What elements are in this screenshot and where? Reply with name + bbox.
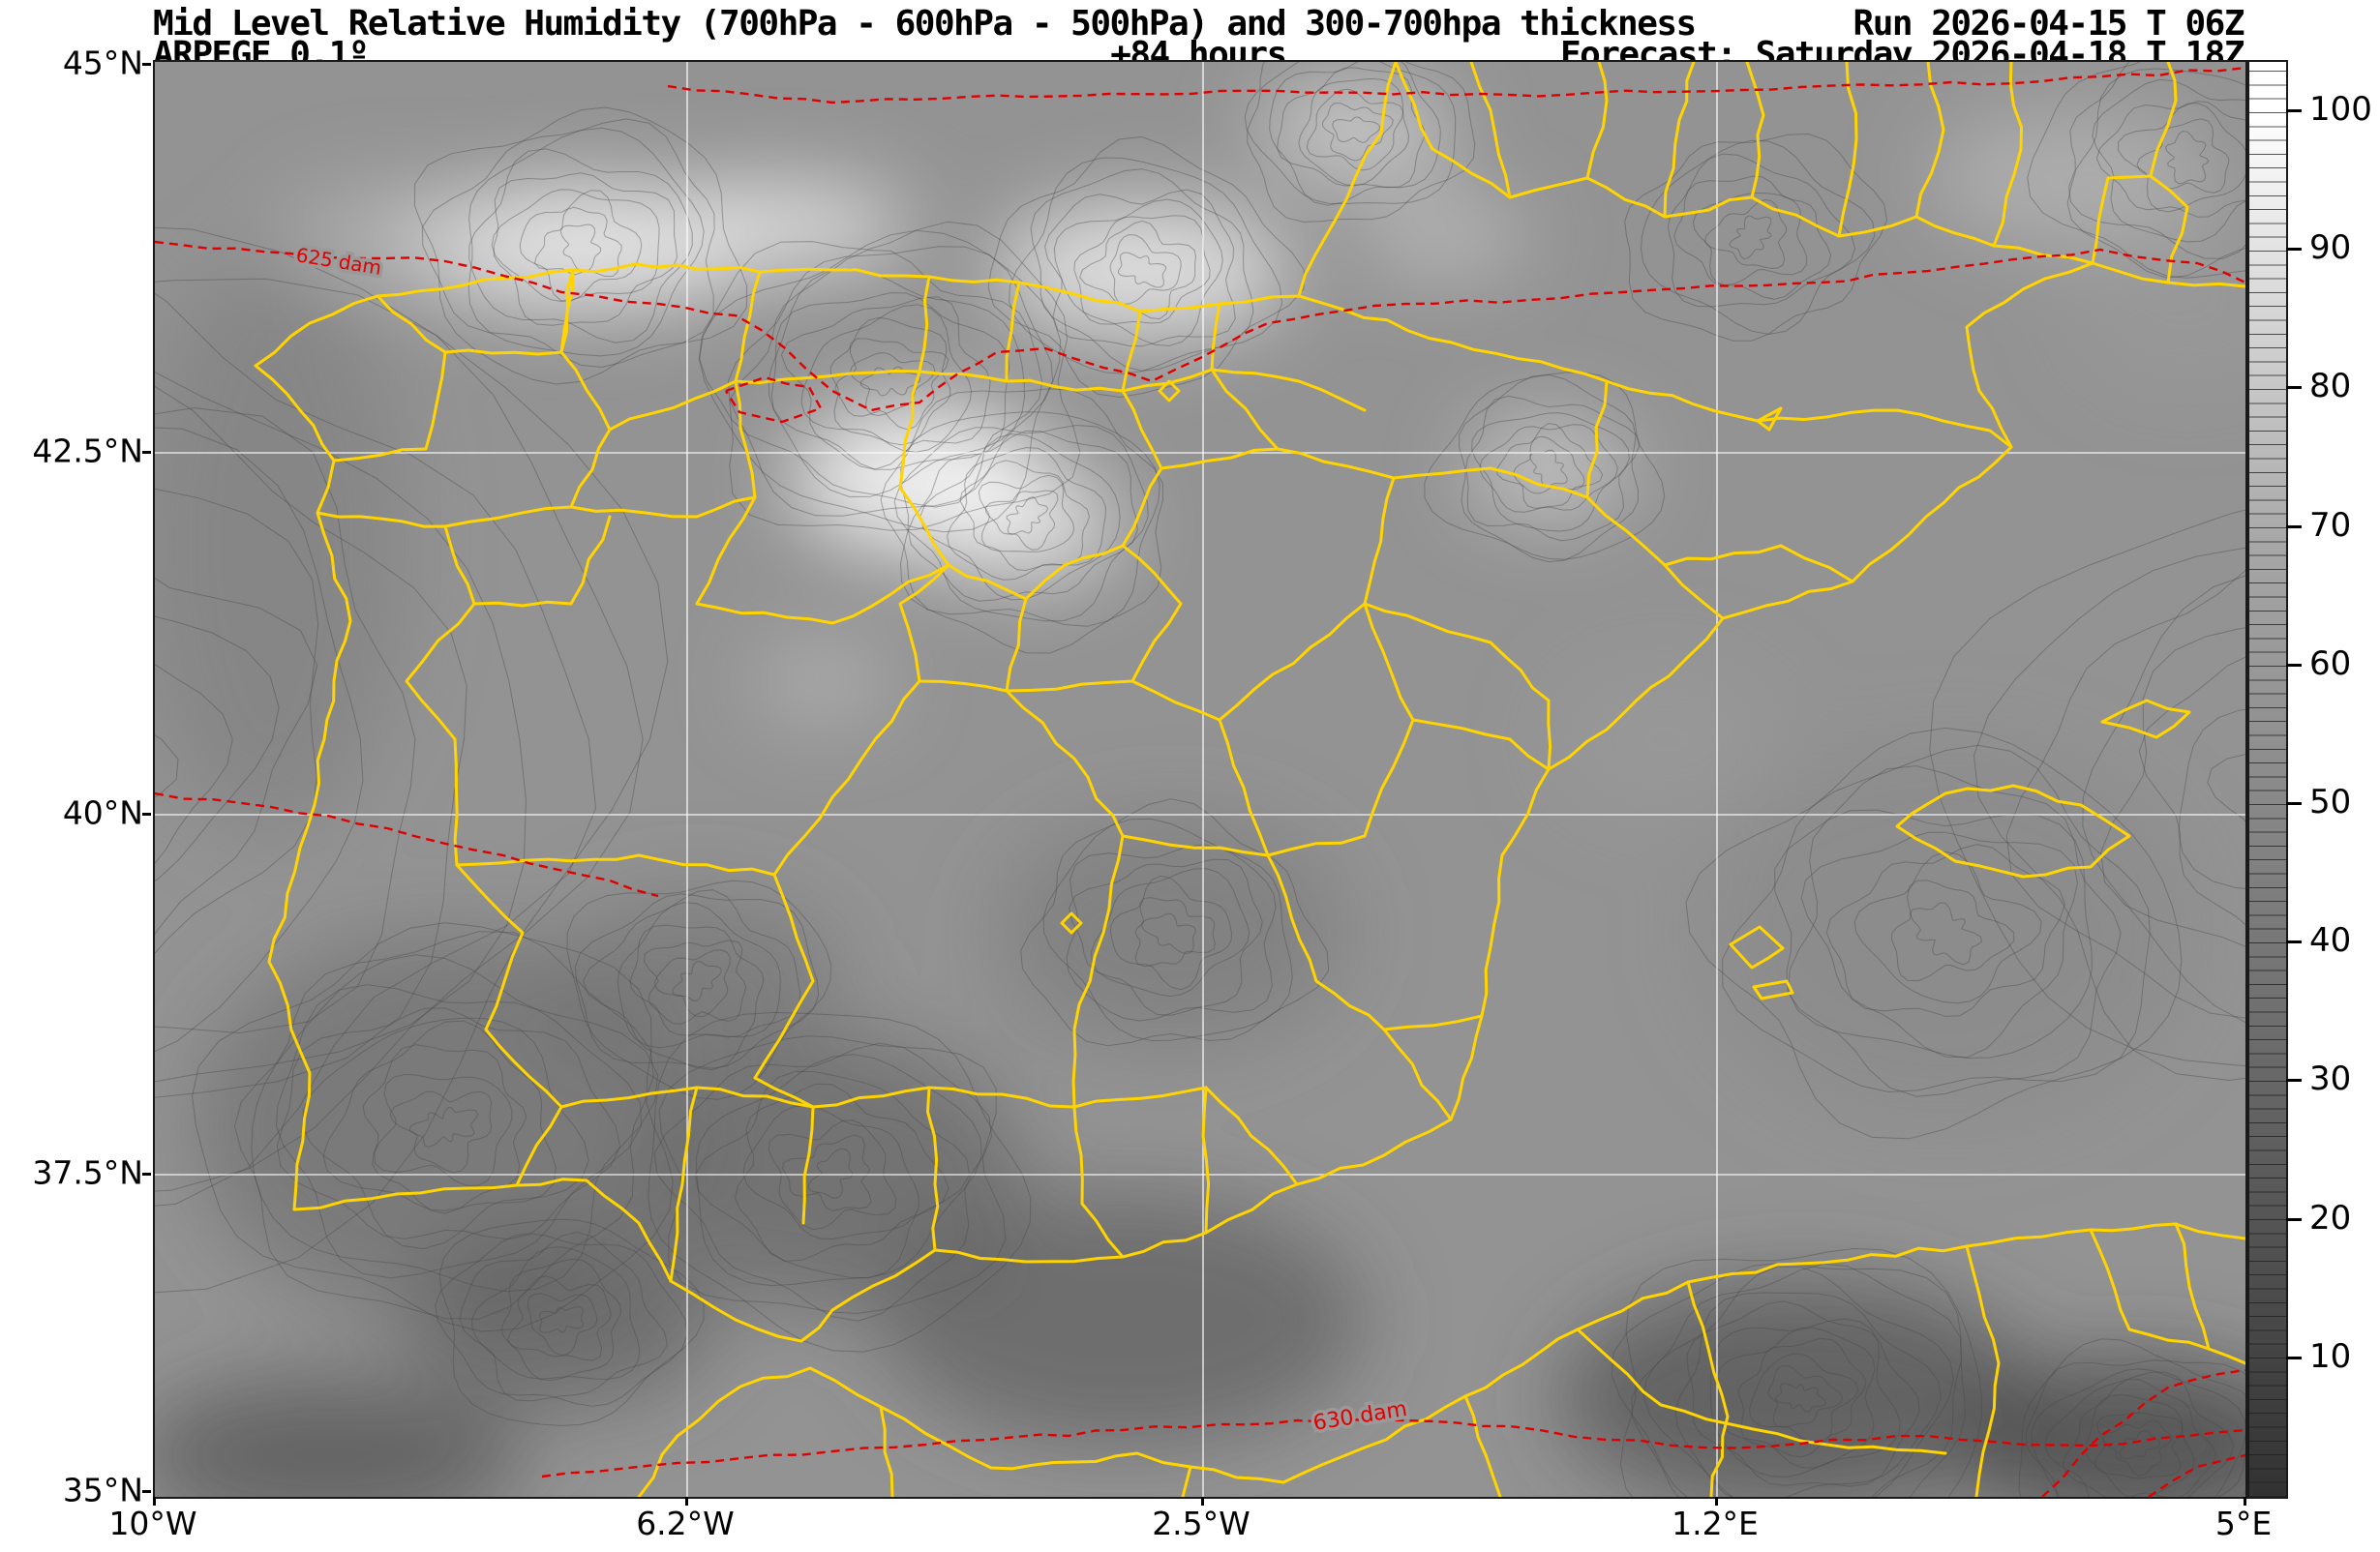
- colorbar-tick: [2286, 802, 2302, 805]
- colorbar-tick-label: 40: [2309, 921, 2352, 961]
- y-axis-tick: [142, 1490, 151, 1493]
- x-axis-tick: [1715, 1497, 1718, 1506]
- colorbar-tick: [2286, 1356, 2302, 1359]
- x-axis-tick-label: 2.5°W: [1152, 1505, 1250, 1542]
- x-axis-tick-label: 10°W: [108, 1505, 197, 1542]
- y-axis-tick-label: 42.5°N: [32, 432, 143, 470]
- colorbar-tick: [2286, 1079, 2302, 1083]
- run-timestamp: Run 2026-04-15 T 06Z: [1853, 4, 2245, 44]
- colorbar-tick: [2286, 1217, 2302, 1221]
- map-canvas: 625 dam 630 dam: [153, 60, 2247, 1499]
- x-axis-tick-label: 6.2°W: [636, 1505, 735, 1542]
- colorbar-tick-label: 60: [2309, 643, 2352, 683]
- x-axis-tick: [685, 1497, 688, 1506]
- y-axis-tick: [142, 1173, 151, 1176]
- colorbar-tick-label: 20: [2309, 1198, 2352, 1238]
- colorbar-tick-label: 100: [2309, 90, 2372, 129]
- colorbar-tick-label: 90: [2309, 228, 2352, 268]
- y-axis-tick-label: 40°N: [62, 793, 143, 832]
- x-axis-tick-label: 5°E: [2214, 1505, 2273, 1542]
- x-axis-tick: [1201, 1497, 1204, 1506]
- colorbar-tick: [2286, 663, 2302, 667]
- colorbar-tick-label: 70: [2309, 505, 2352, 545]
- y-axis-tick: [142, 451, 151, 454]
- y-axis-tick: [142, 63, 151, 66]
- colorbar-tick-label: 10: [2309, 1336, 2352, 1376]
- y-axis-tick-label: 45°N: [62, 44, 143, 82]
- colorbar-tick: [2286, 940, 2302, 944]
- colorbar-tick: [2286, 109, 2302, 112]
- x-axis-tick-label: 1.2°E: [1672, 1505, 1759, 1542]
- y-axis-tick-label: 35°N: [62, 1471, 143, 1509]
- colorbar-tick: [2286, 524, 2302, 528]
- x-axis-tick: [153, 1497, 156, 1506]
- colorbar-tick: [2286, 248, 2302, 252]
- y-axis-tick: [142, 813, 151, 816]
- colorbar-tick-label: 50: [2309, 783, 2352, 821]
- y-axis-tick-label: 37.5°N: [32, 1153, 143, 1192]
- colorbar-tick-label: 30: [2309, 1060, 2352, 1099]
- colorbar: [2247, 60, 2288, 1499]
- colorbar-tick: [2286, 386, 2302, 390]
- x-axis-tick: [2244, 1497, 2246, 1506]
- chart-title: Mid Level Relative Humidity (700hPa - 60…: [153, 4, 1697, 44]
- colorbar-tick-label: 80: [2309, 367, 2352, 406]
